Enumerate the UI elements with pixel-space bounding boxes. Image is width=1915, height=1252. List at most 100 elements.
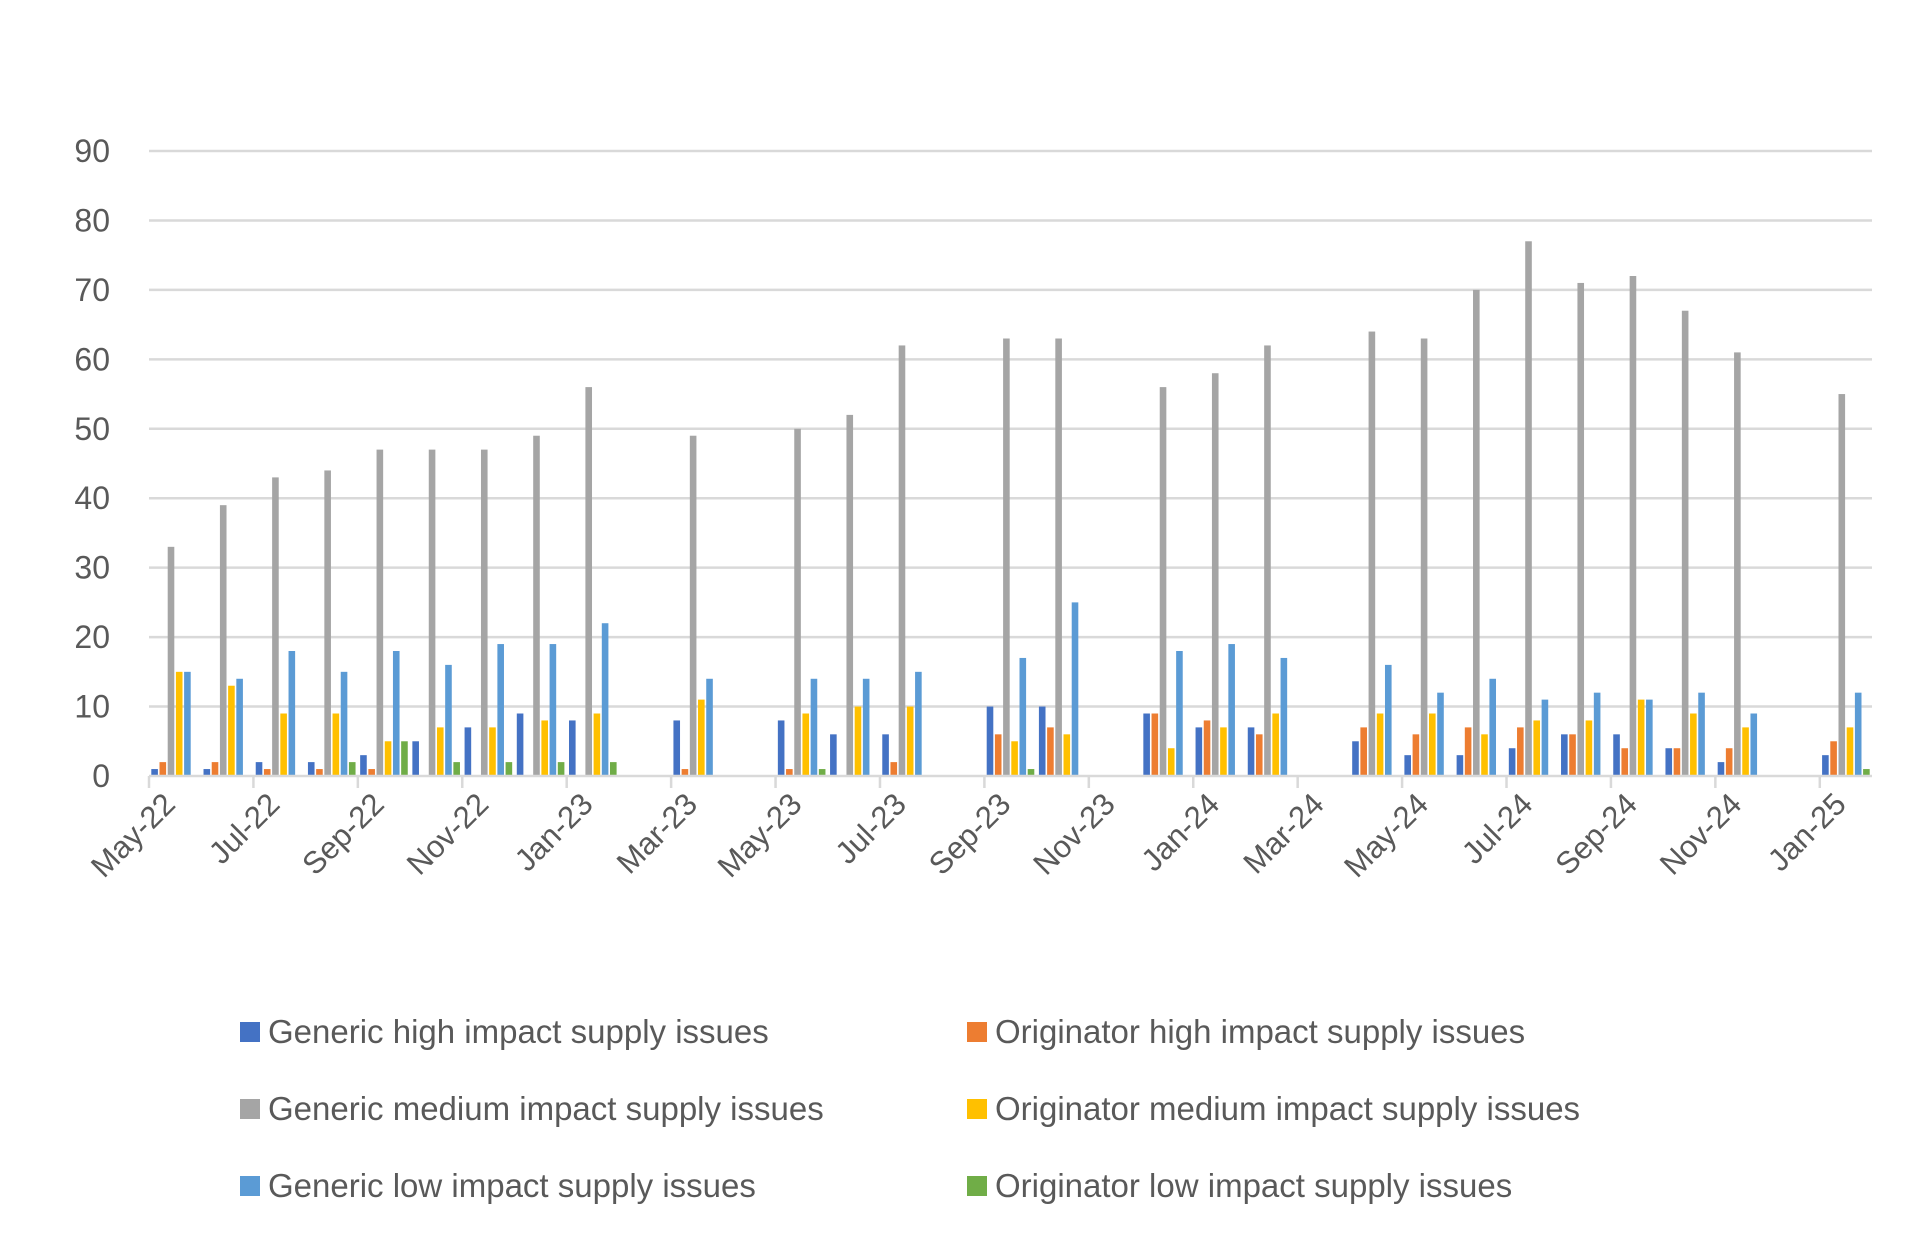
bar	[1211, 373, 1219, 776]
x-tick-label: Mar-23	[610, 786, 704, 880]
bar	[236, 678, 243, 776]
bar	[1846, 727, 1854, 776]
bar	[288, 651, 296, 776]
legend-label: Originator low impact supply issues	[995, 1167, 1513, 1204]
bar	[307, 762, 315, 776]
bar	[601, 623, 609, 776]
bar	[1863, 769, 1870, 776]
y-tick-label: 20	[74, 619, 110, 655]
legend-label: Generic medium impact supply issues	[268, 1090, 824, 1127]
bar	[1725, 748, 1733, 776]
bar	[541, 720, 548, 776]
gridlines	[149, 149, 1872, 708]
bars	[151, 241, 1870, 776]
bar	[348, 762, 356, 776]
bar	[368, 769, 375, 776]
bar	[1352, 741, 1359, 776]
legend-item-generic-medium[interactable]: Generic medium impact supply issues	[240, 1089, 824, 1129]
bar	[1264, 345, 1271, 776]
x-tick-label: May-24	[1337, 786, 1435, 884]
bar	[1577, 282, 1585, 776]
bar	[549, 644, 557, 776]
bar	[412, 741, 419, 776]
bar	[882, 734, 889, 776]
bar	[794, 428, 801, 776]
bar	[151, 769, 158, 776]
bar	[1255, 734, 1263, 776]
x-tick-label: Jul-24	[1455, 786, 1539, 870]
bar	[802, 713, 810, 776]
bar	[1646, 699, 1653, 776]
bar	[1569, 734, 1576, 776]
bar	[184, 671, 191, 776]
bar	[1247, 727, 1255, 776]
x-tick-label: May-22	[84, 786, 182, 884]
bar	[340, 671, 348, 776]
bar	[810, 678, 818, 776]
bar	[167, 546, 175, 776]
bar	[480, 449, 488, 776]
x-tick-label: Sep-23	[922, 786, 1017, 881]
x-tick-label: Jan-23	[508, 786, 600, 878]
y-tick-label: 90	[74, 133, 110, 169]
x-tick-label: May-23	[711, 786, 809, 884]
bar	[211, 762, 219, 776]
bar	[1003, 338, 1010, 776]
bar	[1384, 664, 1392, 776]
bar	[1541, 699, 1549, 776]
legend-label: Generic high impact supply issues	[268, 1013, 769, 1050]
bar	[175, 671, 183, 776]
bar	[1055, 338, 1062, 776]
x-axis: May-22 Jul-22 Sep-22 Nov-22 Jan-23 Mar-23 May-…	[84, 774, 1872, 884]
legend-item-originator-high[interactable]: Originator high impact supply issues	[967, 1012, 1525, 1052]
bar	[1637, 699, 1645, 776]
bar	[1690, 713, 1697, 776]
bar	[1272, 713, 1279, 776]
y-axis: 0 10 20 30 40 50 60 70 80 90	[74, 133, 110, 794]
bar	[1220, 727, 1227, 776]
x-tick-label: Jul-23	[828, 786, 912, 870]
bar	[436, 727, 444, 776]
y-tick-label: 40	[74, 480, 110, 516]
bar	[890, 762, 898, 776]
bar	[994, 734, 1002, 776]
bar	[1750, 713, 1758, 776]
legend-item-generic-high[interactable]: Generic high impact supply issues	[240, 1012, 769, 1052]
bar	[332, 713, 340, 776]
x-tick-label: Jan-25	[1761, 786, 1853, 878]
bar	[1011, 741, 1018, 776]
bar	[1742, 727, 1749, 776]
bar	[1143, 713, 1150, 776]
bar	[219, 505, 227, 776]
y-tick-label: 70	[74, 272, 110, 308]
x-tick-label: Mar-24	[1236, 786, 1330, 880]
bar	[453, 762, 460, 776]
bar	[1151, 713, 1159, 776]
bar	[533, 435, 540, 776]
bar	[1854, 692, 1862, 776]
bar	[1489, 678, 1497, 776]
bar	[681, 769, 689, 776]
y-tick-label: 60	[74, 341, 110, 377]
bar	[1404, 755, 1411, 776]
bar	[915, 671, 922, 776]
bar	[497, 644, 504, 776]
legend-item-originator-medium[interactable]: Originator medium impact supply issues	[967, 1089, 1580, 1129]
bar	[1195, 727, 1203, 776]
bar	[376, 449, 384, 776]
bar	[1585, 720, 1593, 776]
bar	[384, 741, 392, 776]
bar	[280, 713, 287, 776]
x-tick-label: Sep-24	[1548, 786, 1643, 881]
legend-swatch-icon	[240, 1176, 260, 1196]
bar	[1159, 387, 1167, 776]
bar	[1428, 713, 1436, 776]
legend-item-generic-low[interactable]: Generic low impact supply issues	[240, 1166, 756, 1206]
bar	[1464, 727, 1472, 776]
bar	[1228, 644, 1235, 776]
bar	[1717, 762, 1725, 776]
bar	[1038, 706, 1046, 776]
bar	[1203, 720, 1211, 776]
bar	[1734, 352, 1741, 776]
legend-item-originator-low[interactable]: Originator low impact supply issues	[967, 1166, 1512, 1206]
